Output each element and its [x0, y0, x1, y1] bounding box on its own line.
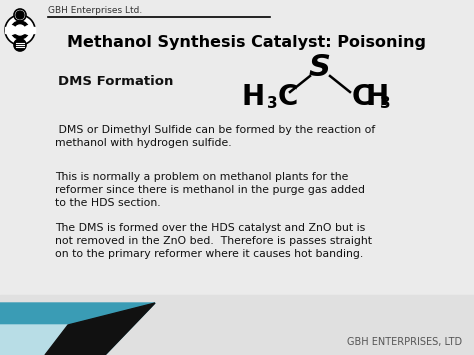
Text: H: H: [366, 83, 389, 111]
Text: This is normally a problem on methanol plants for the
reformer since there is me: This is normally a problem on methanol p…: [55, 172, 365, 208]
Text: GBH ENTERPRISES, LTD: GBH ENTERPRISES, LTD: [347, 337, 462, 347]
Text: Methanol Synthesis Catalyst: Poisoning: Methanol Synthesis Catalyst: Poisoning: [67, 36, 427, 50]
Polygon shape: [45, 303, 155, 355]
Text: DMS Formation: DMS Formation: [58, 75, 173, 88]
Text: C: C: [278, 83, 298, 111]
Text: GBH Enterprises Ltd.: GBH Enterprises Ltd.: [48, 6, 142, 15]
Polygon shape: [0, 325, 80, 355]
Circle shape: [14, 39, 26, 51]
Circle shape: [5, 15, 35, 45]
Circle shape: [7, 26, 16, 34]
Text: 3: 3: [380, 95, 391, 110]
Bar: [5, 27, 35, 33]
Text: The DMS is formed over the HDS catalyst and ZnO but is
not removed in the ZnO be: The DMS is formed over the HDS catalyst …: [55, 223, 372, 260]
Circle shape: [15, 25, 25, 35]
Text: S: S: [309, 54, 331, 82]
Text: DMS or Dimethyl Sulfide can be formed by the reaction of
methanol with hydrogen : DMS or Dimethyl Sulfide can be formed by…: [55, 125, 375, 148]
Text: H: H: [242, 83, 265, 111]
Circle shape: [16, 11, 24, 19]
Text: C: C: [352, 83, 373, 111]
Polygon shape: [0, 303, 155, 355]
Circle shape: [11, 21, 29, 39]
Bar: [0, 295, 474, 355]
Circle shape: [25, 26, 34, 34]
Circle shape: [14, 9, 26, 21]
Text: 3: 3: [267, 95, 278, 110]
